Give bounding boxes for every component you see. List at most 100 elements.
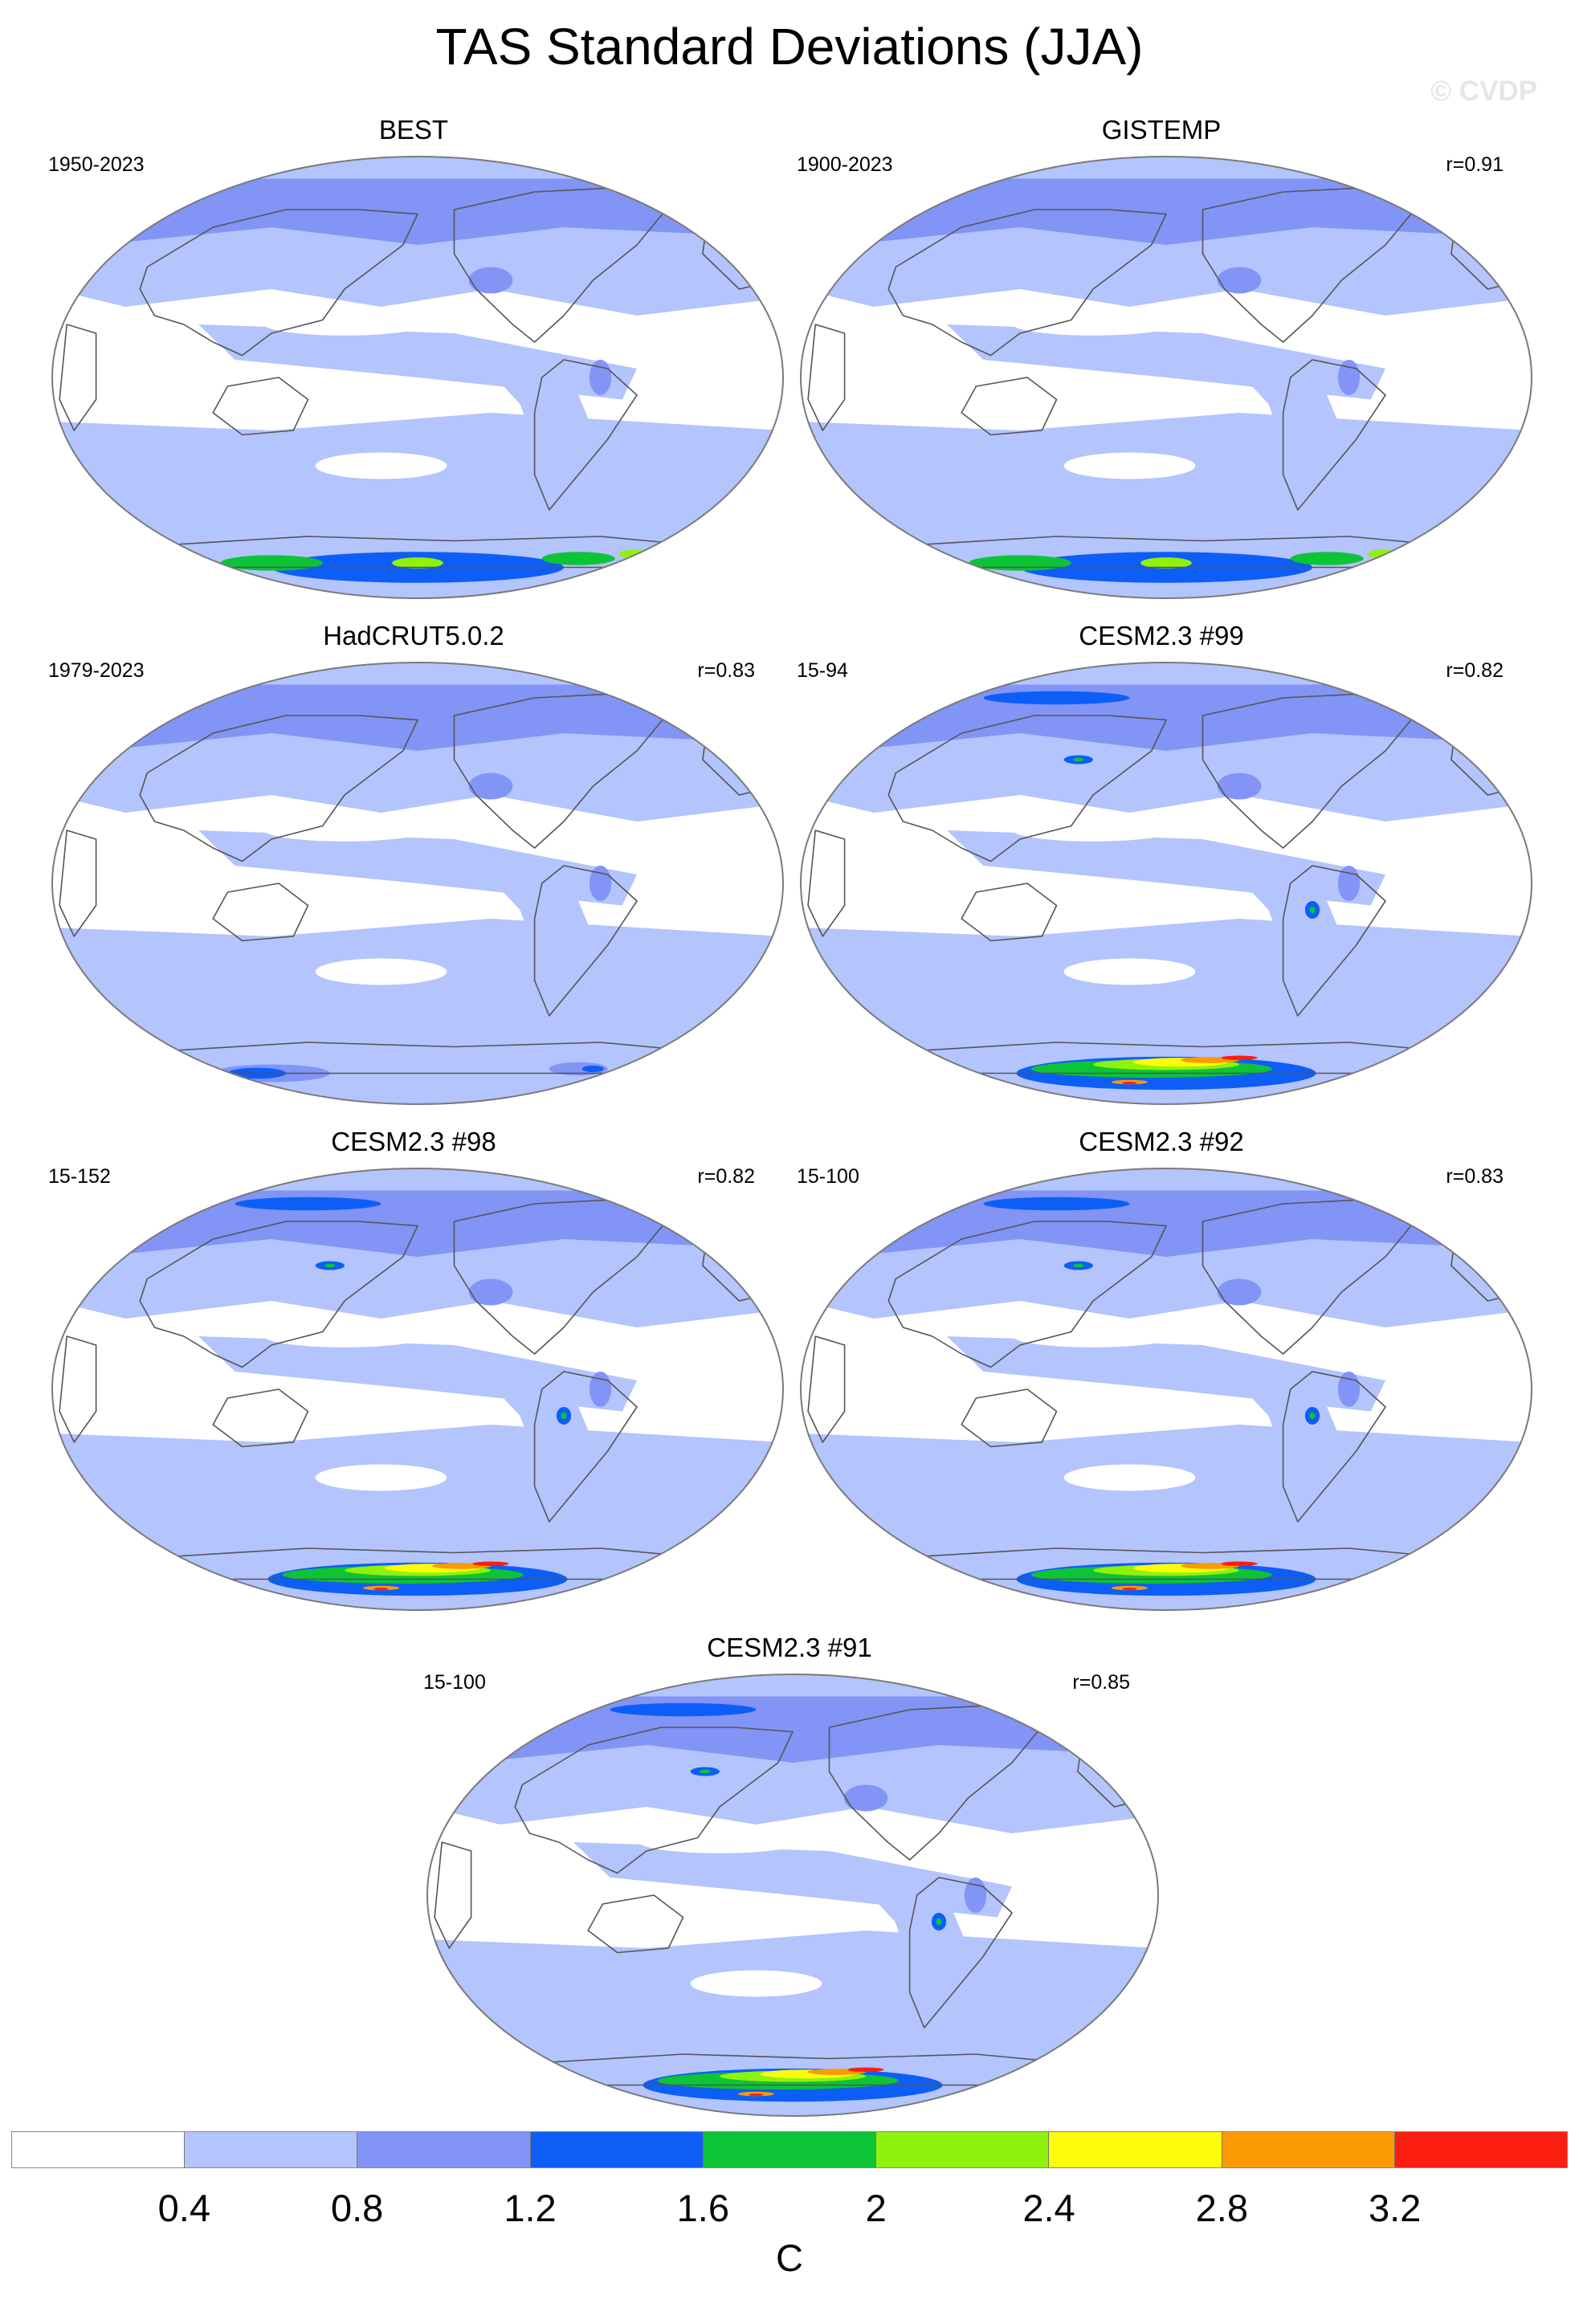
coastline-asia (887, 209, 1167, 357)
variability-patch-siberia-core (324, 1263, 336, 1268)
map-best (51, 156, 784, 599)
variability-band-south (801, 413, 1532, 598)
low-variability-ocean (263, 313, 426, 336)
variability-patch (1217, 1278, 1262, 1306)
low-variability-ocean (1055, 1851, 1115, 1895)
variability-patch (843, 1784, 888, 1812)
variability-patch-siberia-core (1072, 1263, 1084, 1268)
panel-corr-cesm98: r=0.82 (697, 1165, 755, 1188)
coastline-africa (807, 830, 846, 937)
variability-patch (1217, 267, 1262, 294)
panel-title-cesm99: CESM2.3 #99 (1079, 621, 1244, 650)
antarctic-variability-5 (472, 1561, 509, 1566)
low-variability-ocean (263, 1325, 426, 1348)
variability-band-samerica (1202, 1345, 1342, 1495)
coastline-asia (887, 715, 1167, 862)
low-variability-ocean (1063, 452, 1196, 479)
panel-corr-hadcrut: r=0.83 (697, 659, 755, 682)
coastline-australia (961, 377, 1058, 436)
variability-patch-siberia-core (699, 1769, 711, 1774)
low-variability-ocean (315, 452, 447, 479)
colorbar (11, 2131, 1568, 2168)
low-variability-ocean (1012, 1325, 1174, 1348)
antarctic-variability-5 (1393, 552, 1408, 557)
colorbar-tick-label: 1.6 (676, 2187, 729, 2229)
variability-patch-arctic (983, 1197, 1130, 1211)
map-frame (800, 1168, 1532, 1611)
coastline-samerica (1282, 865, 1386, 1017)
low-variability-ocean (690, 1970, 822, 1997)
variability-band-samerica (1202, 333, 1342, 483)
colorbar-swatch-5 (876, 2132, 1050, 2167)
antarctic-variability-3 (541, 552, 615, 565)
antarctic-variability-5 (1221, 1055, 1258, 1060)
low-variability-ocean (1012, 313, 1174, 336)
coastline-antarctica (161, 1042, 696, 1074)
coastline-samerica (908, 1877, 1013, 2028)
variability-band-south (801, 919, 1532, 1104)
coastline-australia (961, 883, 1058, 942)
variability-band-arctic (96, 178, 747, 245)
colorbar-swatch-1 (185, 2132, 358, 2167)
panel-corr-gistemp: r=0.91 (1446, 153, 1504, 176)
variability-band-samerica (454, 333, 594, 483)
low-variability-ocean (680, 839, 740, 883)
antarctic-variability-3 (549, 1062, 608, 1076)
variability-patch-samerica-core (561, 1412, 567, 1420)
low-variability-ocean (639, 1831, 801, 1853)
coastline-antarctica (909, 1547, 1445, 1580)
panel-period-cesm92: 15-100 (797, 1165, 859, 1188)
coastline-africa (807, 324, 846, 431)
antarctic-variability-7 (1122, 1587, 1137, 1591)
variability-band-samerica (454, 839, 594, 989)
colorbar-units: C (776, 2236, 803, 2279)
variability-patch-samerica-core (936, 1918, 942, 1926)
low-variability-ocean (1012, 819, 1174, 842)
coastline-australia (961, 1388, 1058, 1448)
coastline-africa (59, 830, 97, 937)
colorbar-swatch-8 (1394, 2132, 1567, 2167)
coastline-antarctica (161, 536, 696, 569)
antarctic-variability-2 (392, 557, 443, 569)
panel-title-best: BEST (378, 115, 449, 145)
antarctic-variability-5 (847, 2067, 884, 2072)
coastline-asia (139, 209, 418, 357)
map-frame (51, 156, 784, 599)
coastline-samerica (1282, 1371, 1386, 1523)
coastline-antarctica (909, 536, 1445, 569)
variability-patch-arctic (117, 201, 162, 210)
antarctic-variability-5 (644, 552, 659, 557)
colorbar-swatch-7 (1222, 2132, 1395, 2167)
map-gistemp (800, 156, 1532, 599)
map-frame (800, 662, 1532, 1105)
panel-period-cesm98: 15-152 (48, 1165, 111, 1188)
antarctic-variability-7 (1122, 1081, 1137, 1085)
coastline-antarctica (161, 1547, 696, 1580)
low-variability-ocean (1429, 839, 1488, 883)
coastline-australia (587, 1894, 684, 1954)
coastline-asia (887, 1221, 1167, 1368)
antarctic-variability-5 (1221, 1561, 1258, 1566)
map-frame (426, 1674, 1159, 2117)
variability-patch-siberia-core (1072, 757, 1084, 762)
low-variability-ocean (263, 819, 426, 842)
variability-band-south (52, 1425, 783, 1610)
antarctic-variability-2 (1140, 557, 1192, 569)
low-variability-ocean (680, 333, 740, 377)
panel-period-best: 1950-2023 (48, 153, 145, 176)
variability-band-arctic (844, 178, 1495, 245)
coastline-samerica (1282, 359, 1386, 511)
variability-band-south (52, 413, 783, 598)
colorbar-swatch-4 (703, 2132, 877, 2167)
variability-band-south (52, 919, 783, 1104)
panel-period-hadcrut: 1979-2023 (48, 659, 145, 682)
colorbar-tick-label: 2.8 (1195, 2187, 1248, 2229)
coastline-asia (139, 715, 418, 862)
map-frame (51, 662, 784, 1105)
low-variability-ocean (315, 958, 447, 985)
coastline-australia (212, 377, 309, 436)
variability-patch-arctic (983, 691, 1130, 705)
colorbar-swatch-2 (357, 2132, 531, 2167)
low-variability-ocean (1429, 1345, 1488, 1389)
variability-band-samerica (829, 1851, 969, 2001)
